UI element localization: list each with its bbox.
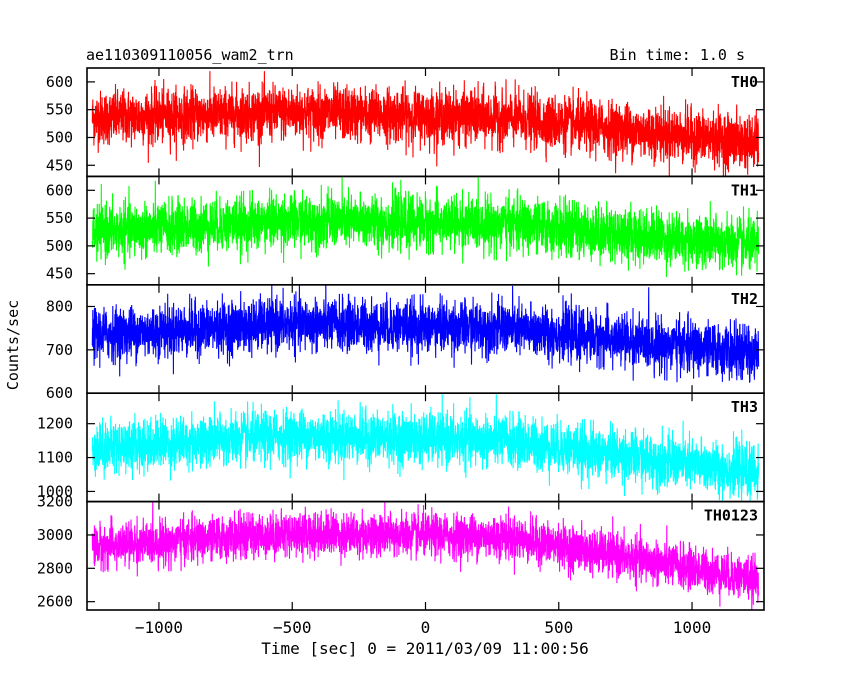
y-tick-label: 450 (46, 156, 73, 174)
panel-th3: 1000 1100 1200 TH3 (37, 392, 765, 503)
series-line-th2 (91, 284, 760, 383)
y-tick-label: 1200 (37, 415, 73, 433)
series-line-th3 (91, 393, 760, 502)
x-tick-label: −500 (273, 618, 312, 637)
y-tick-label: 2600 (37, 593, 73, 611)
y-tick-label: 550 (46, 209, 73, 227)
panel-th2: 600 700 800 TH2 (46, 283, 765, 402)
bin-time-label: Bin time: 1.0 s (610, 46, 745, 64)
panel-th0123: 2600 2800 3000 3200 TH0123 (37, 493, 765, 611)
y-axis-label: Counts/sec (4, 300, 22, 390)
panel-th1: 450 500 550 600 TH1 (46, 175, 765, 286)
panels-group: 450 500 550 600 TH0 450 500 550 600 TH1 600 700 800 T… (37, 67, 765, 637)
y-tick-label: 450 (46, 265, 73, 283)
panel-th0: 450 500 550 600 TH0 (46, 67, 765, 178)
y-tick-label: 500 (46, 128, 73, 146)
y-tick-label: 3200 (37, 493, 73, 511)
y-tick-label: 600 (46, 181, 73, 199)
series-line-th0123 (91, 501, 760, 611)
y-tick-label: 500 (46, 237, 73, 255)
chart-title: ae110309110056_wam2_trn (86, 46, 294, 64)
y-tick-label: 800 (46, 297, 73, 315)
y-tick-label: 3000 (37, 526, 73, 544)
series-line-th0 (91, 71, 760, 177)
x-tick-label: 0 (421, 618, 431, 637)
y-tick-label: 600 (46, 73, 73, 91)
x-tick-label: 1000 (673, 618, 712, 637)
x-axis-label: Time [sec] 0 = 2011/03/09 11:00:56 (261, 639, 589, 658)
panel-name-label: TH0 (731, 73, 758, 91)
x-tick-label: 500 (544, 618, 573, 637)
panel-name-label: TH2 (731, 290, 758, 308)
y-tick-label: 1100 (37, 449, 73, 467)
y-tick-label: 2800 (37, 559, 73, 577)
panel-name-label: TH0123 (704, 507, 758, 525)
y-tick-label: 600 (46, 384, 73, 402)
panel-name-label: TH1 (731, 181, 758, 199)
panel-name-label: TH3 (731, 398, 758, 416)
y-tick-label: 1000 (37, 482, 73, 500)
x-tick-label: −1000 (135, 618, 183, 637)
y-tick-label: 550 (46, 101, 73, 119)
y-tick-label: 700 (46, 341, 73, 359)
series-line-th1 (91, 176, 760, 278)
